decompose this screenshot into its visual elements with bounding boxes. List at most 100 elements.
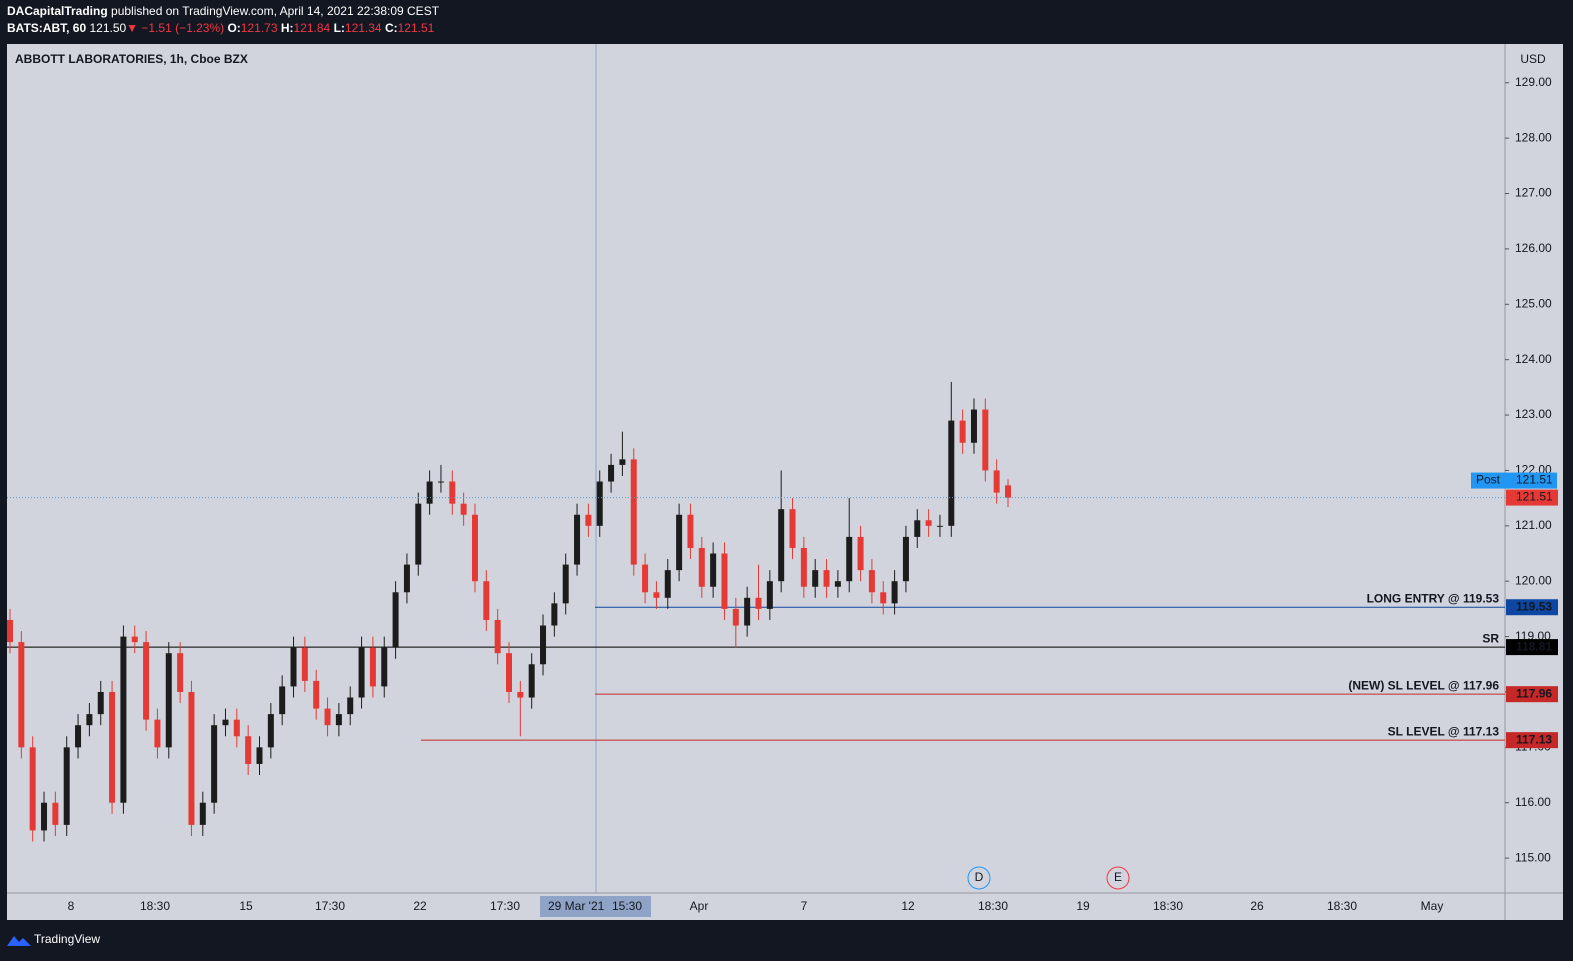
- candle-body: [642, 564, 649, 593]
- candle-body: [120, 636, 127, 803]
- published: published on TradingView.com, April 14, …: [111, 4, 440, 18]
- ohlc-value: 121.34: [345, 21, 382, 35]
- level-label: LONG ENTRY @ 119.53: [1367, 591, 1500, 605]
- level-tag: [1506, 686, 1558, 703]
- level-tag-value: 117.13: [1516, 732, 1552, 746]
- y-tick-label: 116.00: [1515, 795, 1551, 809]
- x-tick-label: 12: [901, 899, 915, 913]
- candle-body: [403, 564, 410, 593]
- candle-body: [471, 514, 478, 582]
- level-label: SL LEVEL @ 117.13: [1388, 724, 1500, 738]
- candle-body: [993, 470, 1000, 493]
- candle-body: [982, 409, 989, 471]
- candle-body: [290, 647, 297, 687]
- x-tick-label: 7: [801, 899, 808, 913]
- x-tick-label: 18:30: [978, 899, 1008, 913]
- candle-body: [755, 597, 762, 609]
- candle-body: [902, 536, 909, 582]
- candle-body: [630, 459, 637, 565]
- level-tag-value: 119.53: [1516, 599, 1552, 613]
- candle-body: [596, 481, 603, 526]
- x-tick-label: 19: [1076, 899, 1090, 913]
- event-marker[interactable]: [967, 866, 991, 890]
- candle-body: [687, 514, 694, 548]
- plot-background: [7, 44, 1563, 920]
- y-tick-label: 126.00: [1515, 241, 1552, 255]
- candle-body: [540, 625, 547, 665]
- last-price-tag: [1506, 489, 1558, 506]
- candle-body: [75, 725, 82, 748]
- candle-body: [437, 481, 444, 483]
- y-tick-label: 121.00: [1515, 518, 1552, 532]
- y-tick-label: 123.00: [1515, 407, 1552, 421]
- x-tick-label: 18:30: [1153, 899, 1183, 913]
- candle-body: [789, 509, 796, 548]
- candle-body: [233, 719, 240, 737]
- level-tag-value: 117.96: [1516, 686, 1552, 700]
- publisher: DACapitalTrading: [7, 4, 108, 18]
- x-tick-label: 17:30: [315, 899, 345, 913]
- candle-body: [97, 691, 104, 715]
- candle-body: [7, 619, 13, 643]
- x-tick-label: May: [1421, 899, 1444, 913]
- currency: USD: [1520, 52, 1546, 66]
- candle-body: [891, 581, 898, 604]
- candle-body: [177, 653, 184, 692]
- level-tag-value: 118.81: [1516, 639, 1552, 653]
- candle-body: [506, 653, 512, 692]
- candle-body: [143, 642, 150, 720]
- ohlc-value: 121.73: [241, 21, 278, 35]
- level-tag: [1506, 599, 1558, 616]
- candle-body: [369, 647, 376, 687]
- post-label: Post: [1476, 473, 1501, 487]
- candle-body: [721, 553, 728, 609]
- symbol: BATS:ABT, 60: [7, 21, 86, 35]
- candle-body: [698, 547, 705, 587]
- candle-body: [199, 802, 206, 825]
- candle-body: [608, 464, 615, 482]
- candle-body: [131, 636, 138, 643]
- candle-body: [834, 581, 841, 587]
- candle-body: [483, 581, 490, 620]
- candle-body: [256, 747, 263, 764]
- post-tag: [1471, 472, 1557, 489]
- candle-body: [800, 547, 807, 587]
- candle-body: [585, 514, 592, 526]
- candle-body: [347, 697, 354, 715]
- candle-body: [778, 509, 785, 582]
- candle-body: [936, 525, 943, 527]
- x-tick-label: Apr: [690, 899, 709, 913]
- ohlc-label: C:: [385, 21, 398, 35]
- candle-body: [165, 653, 172, 748]
- candle-body: [86, 714, 93, 726]
- event-label: E: [1114, 870, 1122, 884]
- candle-body: [426, 481, 433, 504]
- x-tick-label: 18:30: [140, 899, 170, 913]
- candle-body: [732, 608, 739, 626]
- last-price: 121.50: [89, 21, 126, 35]
- ohlc-value: 121.51: [398, 21, 435, 35]
- candle-body: [279, 686, 286, 715]
- candle-body: [528, 664, 535, 698]
- candle-body: [823, 570, 830, 587]
- event-marker[interactable]: [1106, 866, 1130, 890]
- y-tick-label: 125.00: [1515, 296, 1552, 310]
- candle-body: [710, 553, 717, 587]
- candle-body: [494, 619, 501, 654]
- y-tick-label: 124.00: [1515, 352, 1552, 366]
- candle-body: [154, 719, 161, 748]
- candle-body: [562, 564, 569, 604]
- candle-body: [857, 536, 864, 571]
- candle-body: [392, 592, 399, 648]
- ohlc-label: O:: [227, 21, 240, 35]
- candle-body: [1005, 485, 1011, 498]
- candle-body: [676, 514, 683, 571]
- x-tick-label: 26: [1250, 899, 1264, 913]
- candle-body: [517, 691, 524, 698]
- level-tag: [1506, 732, 1558, 749]
- level-tag: [1506, 639, 1558, 656]
- crosshair-time: 15:30: [612, 899, 642, 913]
- candle-body: [925, 520, 932, 526]
- candle-body: [222, 719, 229, 726]
